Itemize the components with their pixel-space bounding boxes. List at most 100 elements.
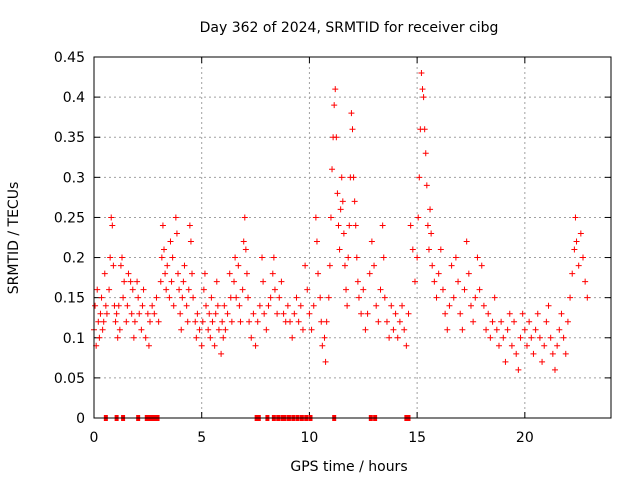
data-point <box>193 334 200 341</box>
data-point <box>215 326 222 333</box>
data-point <box>582 278 589 285</box>
data-point <box>517 334 524 341</box>
data-point <box>452 254 459 261</box>
data-point <box>140 286 147 293</box>
data-point <box>472 294 479 301</box>
data-point <box>130 334 137 341</box>
x-tick-label: 0 <box>90 430 99 446</box>
data-point <box>375 318 382 325</box>
data-point <box>358 310 365 317</box>
data-point <box>206 310 213 317</box>
data-point <box>155 318 162 325</box>
data-points <box>91 70 591 421</box>
data-point <box>341 262 348 269</box>
data-point <box>108 214 115 221</box>
data-point <box>354 278 361 285</box>
data-point <box>219 318 226 325</box>
data-point <box>109 222 116 229</box>
data-point <box>573 238 580 245</box>
data-point <box>386 334 393 341</box>
data-point <box>304 286 311 293</box>
data-point <box>547 334 554 341</box>
data-point <box>274 310 281 317</box>
data-point <box>523 342 530 349</box>
plot-frame <box>93 56 612 419</box>
y-tick-label: 0 <box>76 411 85 427</box>
data-point <box>534 310 541 317</box>
data-point <box>192 318 199 325</box>
data-point <box>177 310 184 317</box>
data-point <box>343 286 350 293</box>
data-point <box>364 310 371 317</box>
x-axis-label: GPS time / hours <box>290 459 407 475</box>
data-point <box>321 334 328 341</box>
data-point <box>276 294 283 301</box>
data-point <box>163 286 170 293</box>
data-point <box>158 254 165 261</box>
data-point <box>185 286 192 293</box>
y-tick-label: 0.3 <box>63 170 85 186</box>
data-point <box>383 318 390 325</box>
data-point <box>99 326 106 333</box>
data-point <box>114 334 121 341</box>
data-point <box>346 222 353 229</box>
data-point <box>94 286 101 293</box>
data-point <box>228 318 235 325</box>
data-point <box>502 358 509 365</box>
data-point <box>467 302 474 309</box>
data-point <box>176 286 183 293</box>
data-point <box>246 318 253 325</box>
data-point <box>232 254 239 261</box>
data-point <box>569 270 576 277</box>
data-point <box>332 86 339 93</box>
data-point <box>360 286 367 293</box>
data-point <box>299 326 306 333</box>
data-point <box>317 294 324 301</box>
data-point <box>237 318 244 325</box>
data-point <box>207 334 214 341</box>
data-point <box>284 302 291 309</box>
x-tick-label: 15 <box>408 430 426 446</box>
data-point <box>428 230 435 237</box>
data-point <box>245 294 252 301</box>
data-point <box>327 214 334 221</box>
data-point <box>181 262 188 269</box>
data-point <box>121 278 128 285</box>
data-point <box>214 302 221 309</box>
data-point <box>95 318 102 325</box>
data-point <box>187 238 194 245</box>
data-point <box>96 334 103 341</box>
data-point <box>437 246 444 253</box>
data-point <box>189 270 196 277</box>
data-point <box>256 302 263 309</box>
data-point <box>287 318 294 325</box>
data-point <box>379 222 386 229</box>
data-point <box>267 294 274 301</box>
data-point <box>470 318 477 325</box>
data-point <box>421 126 428 133</box>
data-point <box>558 310 565 317</box>
data-point <box>252 342 259 349</box>
data-point <box>427 206 434 213</box>
data-point <box>236 302 243 309</box>
data-point <box>429 262 436 269</box>
data-point <box>390 326 397 333</box>
data-point <box>579 254 586 261</box>
data-point <box>306 310 313 317</box>
data-point <box>415 214 422 221</box>
data-point <box>220 334 227 341</box>
data-point <box>465 270 472 277</box>
data-point <box>539 358 546 365</box>
data-point <box>97 310 104 317</box>
data-point <box>344 302 351 309</box>
data-point <box>545 302 552 309</box>
data-point <box>139 302 146 309</box>
data-point <box>407 222 414 229</box>
data-point <box>196 326 203 333</box>
data-point <box>173 230 180 237</box>
data-point <box>125 270 132 277</box>
data-point <box>401 326 408 333</box>
data-point <box>487 334 494 341</box>
data-point <box>315 270 322 277</box>
data-point <box>297 302 304 309</box>
